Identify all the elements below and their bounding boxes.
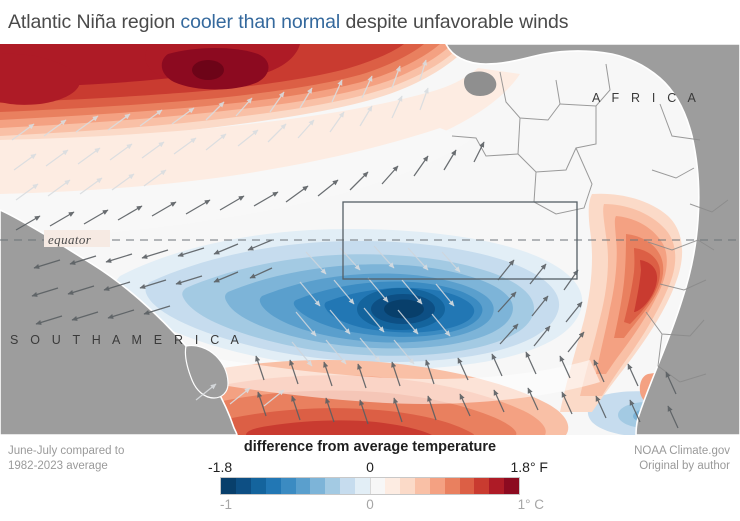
contour-sw-warm-5 <box>246 420 432 435</box>
contour-neutral-band <box>0 128 470 240</box>
contour-warm-left <box>0 53 80 105</box>
source-note-right: NOAA Climate.gov Original by author <box>634 444 730 473</box>
contour-guinea-6 <box>634 260 658 312</box>
colorbar-swatch-0 <box>221 478 236 494</box>
colorbar-tick-f-mid: 0 <box>366 459 374 475</box>
atlantic-nina-region-box[interactable] <box>342 201 578 280</box>
map-canvas: equator A F R I C A S O U T H A M E R I … <box>0 44 740 435</box>
source-note-left-line2: 1982-2023 average <box>8 459 108 472</box>
colorbar-swatch-19 <box>504 478 520 494</box>
contour-warm-pale <box>0 68 520 206</box>
contour-cool-core <box>384 299 424 319</box>
colorbar-tick-c-min: -1 <box>220 497 233 512</box>
colorbar-tick-f-min: -1.8 <box>208 459 233 475</box>
source-note-left: June-July compared to 1982-2023 average <box>8 444 124 473</box>
colorbar-tick-c-mid: 0 <box>366 497 374 512</box>
colorbar-center-tick <box>370 478 371 494</box>
africa-label: A F R I C A <box>592 91 700 105</box>
colorbar-ticks-fahrenheit: -1.8 0 1.8° F <box>206 459 548 477</box>
colorbar-title: difference from average temperature <box>243 439 497 455</box>
figure-footer: June-July compared to 1982-2023 average … <box>0 435 740 521</box>
sst-anomaly-map: equator A F R I C A S O U T H A M E R I … <box>0 44 740 435</box>
country-borders <box>451 63 729 383</box>
colorbar-tick-f-max: 1.8° F <box>510 459 548 475</box>
brazil-bulge <box>184 344 229 399</box>
colorbar-swatch-10 <box>370 478 385 494</box>
colorbar-ticks-celsius: -1 0 1° C <box>206 497 544 515</box>
contour-hot-core-2 <box>192 60 224 80</box>
colorbar-swatch-14 <box>429 478 445 494</box>
colorbar-swatch-13 <box>414 478 430 494</box>
title-highlight: cooler than normal <box>180 10 341 33</box>
colorbar-swatch-7 <box>325 478 341 494</box>
colorbar-swatch-16 <box>459 478 475 494</box>
title-prefix: Atlantic Niña region <box>8 10 181 33</box>
colorbar-swatch-11 <box>384 478 400 494</box>
source-note-left-line1: June-July compared to <box>8 445 125 457</box>
title-suffix: despite unfavorable winds <box>340 10 569 33</box>
colorbar-swatch-2 <box>250 478 266 494</box>
source-note-right-line2: Original by author <box>639 459 730 472</box>
colorbar-swatch-5 <box>295 478 311 494</box>
colorbar-swatch-18 <box>489 478 505 494</box>
south-america-label: S O U T H A M E R I C A <box>10 333 243 347</box>
colorbar-swatch-4 <box>280 478 296 494</box>
contour-white-band <box>112 344 600 404</box>
equator-label: equator <box>48 232 92 247</box>
colorbar-swatch-3 <box>265 478 281 494</box>
colorbar: difference from average temperature -1.8… <box>206 439 548 515</box>
colorbar-swatch-15 <box>444 478 460 494</box>
colorbar-gradient <box>220 477 520 495</box>
colorbar-swatch-12 <box>399 478 415 494</box>
equator-label-backdrop <box>44 230 110 247</box>
colorbar-swatch-8 <box>340 478 356 494</box>
wind-arrows-southwest <box>195 383 285 407</box>
colorbar-swatch-17 <box>474 478 490 494</box>
page-title: Atlantic Niña region cooler than normal … <box>8 10 569 34</box>
colorbar-swatch-1 <box>235 478 251 494</box>
wind-arrows-northwest <box>11 59 429 201</box>
africa-landmass <box>445 44 740 435</box>
colorbar-swatch-6 <box>310 478 326 494</box>
figure-header: Atlantic Niña region cooler than normal … <box>0 0 740 44</box>
source-note-right-line1: NOAA Climate.gov <box>634 445 730 457</box>
colorbar-tick-c-max: 1° C <box>517 497 544 512</box>
colorbar-swatch-9 <box>355 478 371 494</box>
island-landmass <box>464 71 497 96</box>
